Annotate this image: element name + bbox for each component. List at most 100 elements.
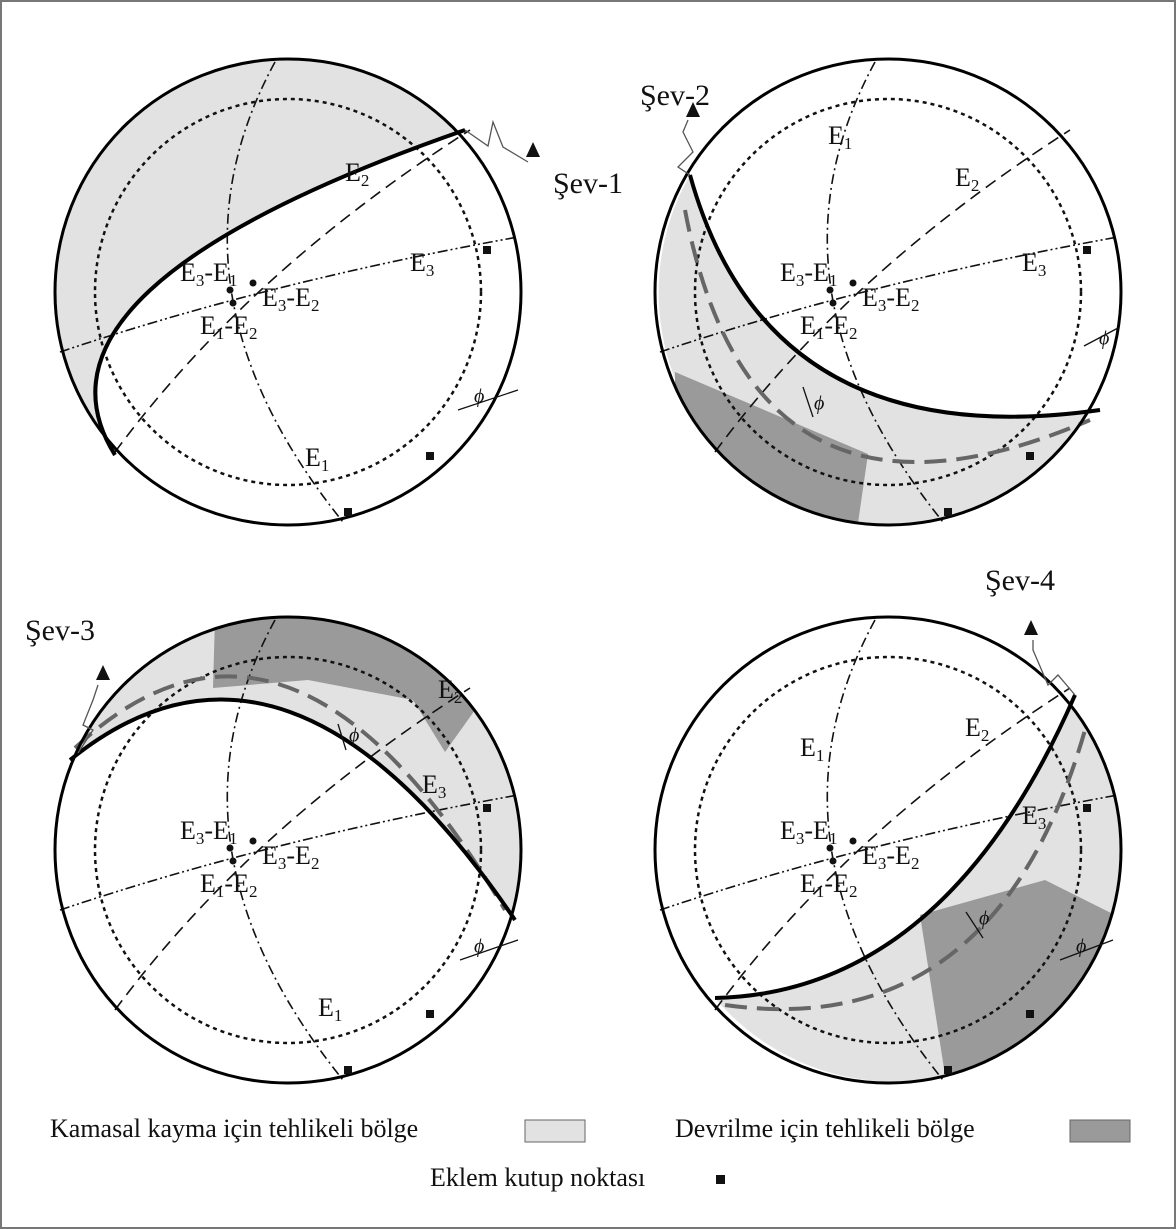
joint-label-part: 3 <box>1038 261 1047 280</box>
slope-plane <box>68 697 517 922</box>
phi-label: ϕ <box>814 393 824 415</box>
intersection-label-part: E <box>862 283 878 312</box>
slope-direction <box>676 119 694 176</box>
outer-circle <box>53 57 523 527</box>
intersection-label-part: E <box>800 311 816 340</box>
intersection-label: E3-E1 <box>180 816 237 848</box>
intersection-label: E3-E2 <box>862 841 919 873</box>
joint-label-part: 3 <box>1038 814 1047 833</box>
pole-point <box>344 1066 352 1074</box>
joint-label: E1 <box>305 443 329 475</box>
phi-marker <box>337 723 347 751</box>
joint-e3 <box>659 236 1119 353</box>
intersection-label-part: 1 <box>216 882 225 901</box>
intersection-point <box>829 857 837 865</box>
joint-label: E1 <box>828 121 852 153</box>
slope-label: Şev-3 <box>25 614 95 647</box>
phi-marker <box>457 389 519 411</box>
joint-label-part: 3 <box>426 261 435 280</box>
intersection-label: E1-E2 <box>200 311 257 343</box>
intersection-label-part: E <box>262 841 278 870</box>
joint-label-part: E <box>955 163 971 192</box>
intersection-point <box>849 279 857 287</box>
phi-label: ϕ <box>474 936 484 958</box>
intersection-label-part: E <box>262 283 278 312</box>
joint-label-part: 1 <box>844 134 853 153</box>
phi-label: ϕ <box>349 725 359 747</box>
stereonets: Şev-1E1E2E3E3-E1E3-E2E1-E2ϕŞev-2E1E2E3E3… <box>25 57 1123 1085</box>
pole-point <box>944 508 952 516</box>
intersection-label: E3-E2 <box>262 841 319 873</box>
intersection-point <box>249 279 257 287</box>
slope-direction <box>77 684 99 754</box>
intersection-point <box>226 286 234 294</box>
intersection-label-part: -E <box>886 283 911 312</box>
slope-plane <box>93 128 466 457</box>
pole-point <box>483 246 491 254</box>
intersection-label-part: E <box>200 869 216 898</box>
toppling-boundary <box>724 729 1087 1012</box>
joint-label-part: E <box>318 993 334 1022</box>
intersection-point <box>226 844 234 852</box>
intersection-label-part: -E <box>286 283 311 312</box>
slope-arrow <box>526 142 540 157</box>
intersection-label-part: E <box>780 816 796 845</box>
phi-label: ϕ <box>979 908 989 930</box>
intersection-label: E1-E2 <box>800 311 857 343</box>
intersection-label-part: 3 <box>278 854 287 873</box>
toppling-zone <box>213 617 475 752</box>
joint-e2 <box>714 129 1071 453</box>
joint-label-part: E <box>345 158 361 187</box>
intersection-label-part: 1 <box>829 829 838 848</box>
joint-e2 <box>114 687 471 1011</box>
joint-label-part: 2 <box>361 171 370 190</box>
pole-point <box>1083 246 1091 254</box>
intersection-label-part: 3 <box>196 829 205 848</box>
hazard-zones <box>658 175 1100 525</box>
slope-direction <box>464 119 529 163</box>
outer-circle <box>53 615 523 1085</box>
intersection-label-part: 3 <box>878 854 887 873</box>
pole-point <box>426 452 434 460</box>
intersection-label-part: -E <box>824 869 849 898</box>
slope-arrow <box>1024 620 1038 635</box>
intersection-label-part: 2 <box>311 296 320 315</box>
slope-direction <box>1032 640 1076 696</box>
joint-label-part: E <box>1022 801 1038 830</box>
intersection-label-part: 2 <box>849 324 858 343</box>
joint-label: E2 <box>955 163 979 195</box>
intersection-label-part: E <box>180 816 196 845</box>
joint-label: E3 <box>1022 248 1046 280</box>
joint-e2 <box>114 129 471 453</box>
friction-circle <box>693 97 1083 487</box>
joint-label-part: E <box>305 443 321 472</box>
intersection-label-part: 2 <box>849 882 858 901</box>
phi-label: ϕ <box>1076 936 1086 958</box>
joint-label-part: 1 <box>334 1006 343 1025</box>
intersection-label-part: 1 <box>829 271 838 290</box>
joint-label: E3 <box>410 248 434 280</box>
intersection-label-part: -E <box>204 816 229 845</box>
joint-label: E1 <box>318 993 342 1025</box>
intersection-label-part: -E <box>804 258 829 287</box>
intersection-label: E3-E2 <box>862 283 919 315</box>
toppling-zone <box>920 880 1115 1075</box>
phi-marker <box>1059 939 1114 961</box>
pole-point <box>944 1066 952 1074</box>
intersection-label-part: E <box>862 841 878 870</box>
intersection-label-part: 2 <box>911 296 920 315</box>
friction-circle <box>93 97 483 487</box>
intersection-label-part: E <box>180 258 196 287</box>
intersection-label-part: 3 <box>796 829 805 848</box>
joint-e3 <box>59 236 519 353</box>
friction-circle <box>693 655 1083 1045</box>
outer-circle <box>653 615 1123 1085</box>
legend-pole-marker <box>716 1175 725 1184</box>
intersection-label: E3-E1 <box>780 258 837 290</box>
joint-label: E2 <box>438 675 462 707</box>
intersection-point <box>229 857 237 865</box>
